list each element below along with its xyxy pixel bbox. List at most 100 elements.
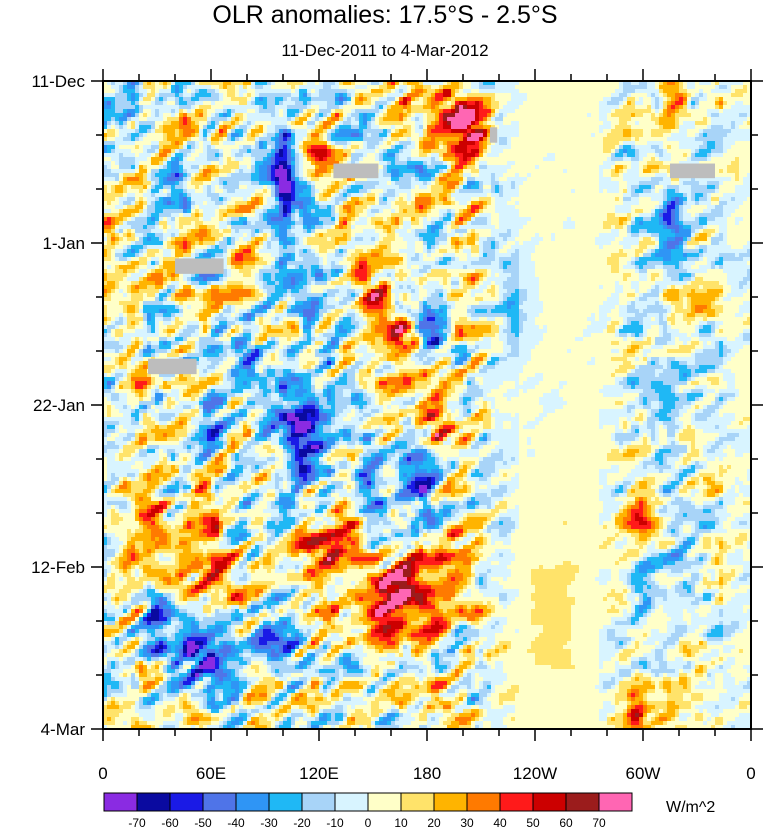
heatmap-cell: [683, 133, 687, 137]
heatmap-cell: [259, 129, 263, 133]
heatmap-cell: [631, 121, 635, 125]
heatmap-cell: [319, 121, 323, 125]
heatmap-cell: [371, 141, 375, 145]
heatmap-cell: [631, 137, 635, 141]
heatmap-cell: [231, 141, 235, 145]
heatmap-cell: [307, 113, 311, 117]
heatmap-cell: [663, 121, 667, 125]
heatmap-cell: [735, 113, 739, 117]
heatmap-cell: [707, 85, 711, 89]
heatmap-cell: [659, 137, 663, 141]
heatmap-cell: [435, 97, 439, 101]
heatmap-cell: [271, 133, 275, 137]
heatmap-cell: [339, 145, 343, 149]
heatmap-cell: [367, 101, 371, 105]
heatmap-cell: [187, 89, 191, 93]
heatmap-cell: [739, 125, 743, 129]
heatmap-cell: [175, 149, 179, 153]
heatmap-cell: [247, 113, 251, 117]
heatmap-cell: [483, 117, 487, 121]
heatmap-cell: [339, 133, 343, 137]
heatmap-cell: [435, 137, 439, 141]
heatmap-cell: [447, 149, 451, 153]
heatmap-cell: [311, 101, 315, 105]
heatmap-cell: [151, 133, 155, 137]
heatmap-cell: [719, 85, 723, 89]
heatmap-cell: [375, 137, 379, 141]
heatmap-cell: [323, 129, 327, 133]
heatmap-cell: [503, 113, 507, 117]
heatmap-cell: [235, 149, 239, 153]
heatmap-cell: [411, 145, 415, 149]
heatmap-cell: [195, 133, 199, 137]
heatmap-cell: [507, 105, 511, 109]
heatmap-cell: [355, 145, 359, 149]
heatmap-cell: [539, 137, 543, 141]
heatmap-cell: [587, 93, 591, 97]
heatmap-cell: [127, 105, 131, 109]
heatmap-cell: [643, 97, 647, 101]
heatmap-cell: [387, 105, 391, 109]
heatmap-cell: [411, 133, 415, 137]
heatmap-cell: [543, 101, 547, 105]
heatmap-cell: [679, 101, 683, 105]
heatmap-cell: [243, 129, 247, 133]
heatmap-cell: [267, 105, 271, 109]
heatmap-cell: [491, 145, 495, 149]
heatmap-cell: [179, 145, 183, 149]
heatmap-cell: [199, 117, 203, 121]
heatmap-cell: [331, 109, 335, 113]
heatmap-cell: [679, 85, 683, 89]
heatmap-cell: [563, 101, 567, 105]
heatmap-cell: [535, 105, 539, 109]
heatmap-cell: [547, 141, 551, 145]
heatmap-cell: [715, 145, 719, 149]
heatmap-cell: [739, 121, 743, 125]
heatmap-cell: [723, 109, 727, 113]
heatmap-cell: [735, 85, 739, 89]
heatmap-cell: [727, 137, 731, 141]
heatmap-cell: [683, 89, 687, 93]
heatmap-cell: [583, 133, 587, 137]
heatmap-cell: [607, 113, 611, 117]
heatmap-cell: [579, 101, 583, 105]
heatmap-cell: [651, 105, 655, 109]
heatmap-cell: [675, 129, 679, 133]
heatmap-cell: [123, 93, 127, 97]
heatmap-cell: [211, 113, 215, 117]
heatmap-cell: [583, 141, 587, 145]
heatmap-cell: [415, 149, 419, 153]
heatmap-cell: [203, 101, 207, 105]
heatmap-cell: [699, 129, 703, 133]
heatmap-cell: [307, 109, 311, 113]
heatmap-cell: [703, 97, 707, 101]
heatmap-cell: [591, 85, 595, 89]
heatmap-cell: [691, 133, 695, 137]
heatmap-cell: [475, 113, 479, 117]
heatmap-cell: [391, 137, 395, 141]
heatmap-cell: [635, 105, 639, 109]
heatmap-cell: [171, 89, 175, 93]
heatmap-cell: [175, 145, 179, 149]
heatmap-cell: [435, 113, 439, 117]
heatmap-cell: [519, 117, 523, 121]
heatmap-cell: [355, 93, 359, 97]
heatmap-cell: [571, 133, 575, 137]
heatmap-cell: [359, 133, 363, 137]
heatmap-cell: [143, 125, 147, 129]
heatmap-cell: [591, 141, 595, 145]
heatmap-cell: [567, 93, 571, 97]
heatmap-cell: [207, 117, 211, 121]
heatmap-cell: [739, 133, 743, 137]
heatmap-cell: [699, 85, 703, 89]
heatmap-cell: [559, 129, 563, 133]
heatmap-cell: [331, 93, 335, 97]
heatmap-cell: [547, 101, 551, 105]
heatmap-cell: [431, 93, 435, 97]
heatmap-cell: [519, 141, 523, 145]
heatmap-cell: [559, 97, 563, 101]
heatmap-cell: [287, 149, 291, 153]
heatmap-cell: [175, 113, 179, 117]
heatmap-cell: [623, 85, 627, 89]
heatmap-cell: [159, 141, 163, 145]
